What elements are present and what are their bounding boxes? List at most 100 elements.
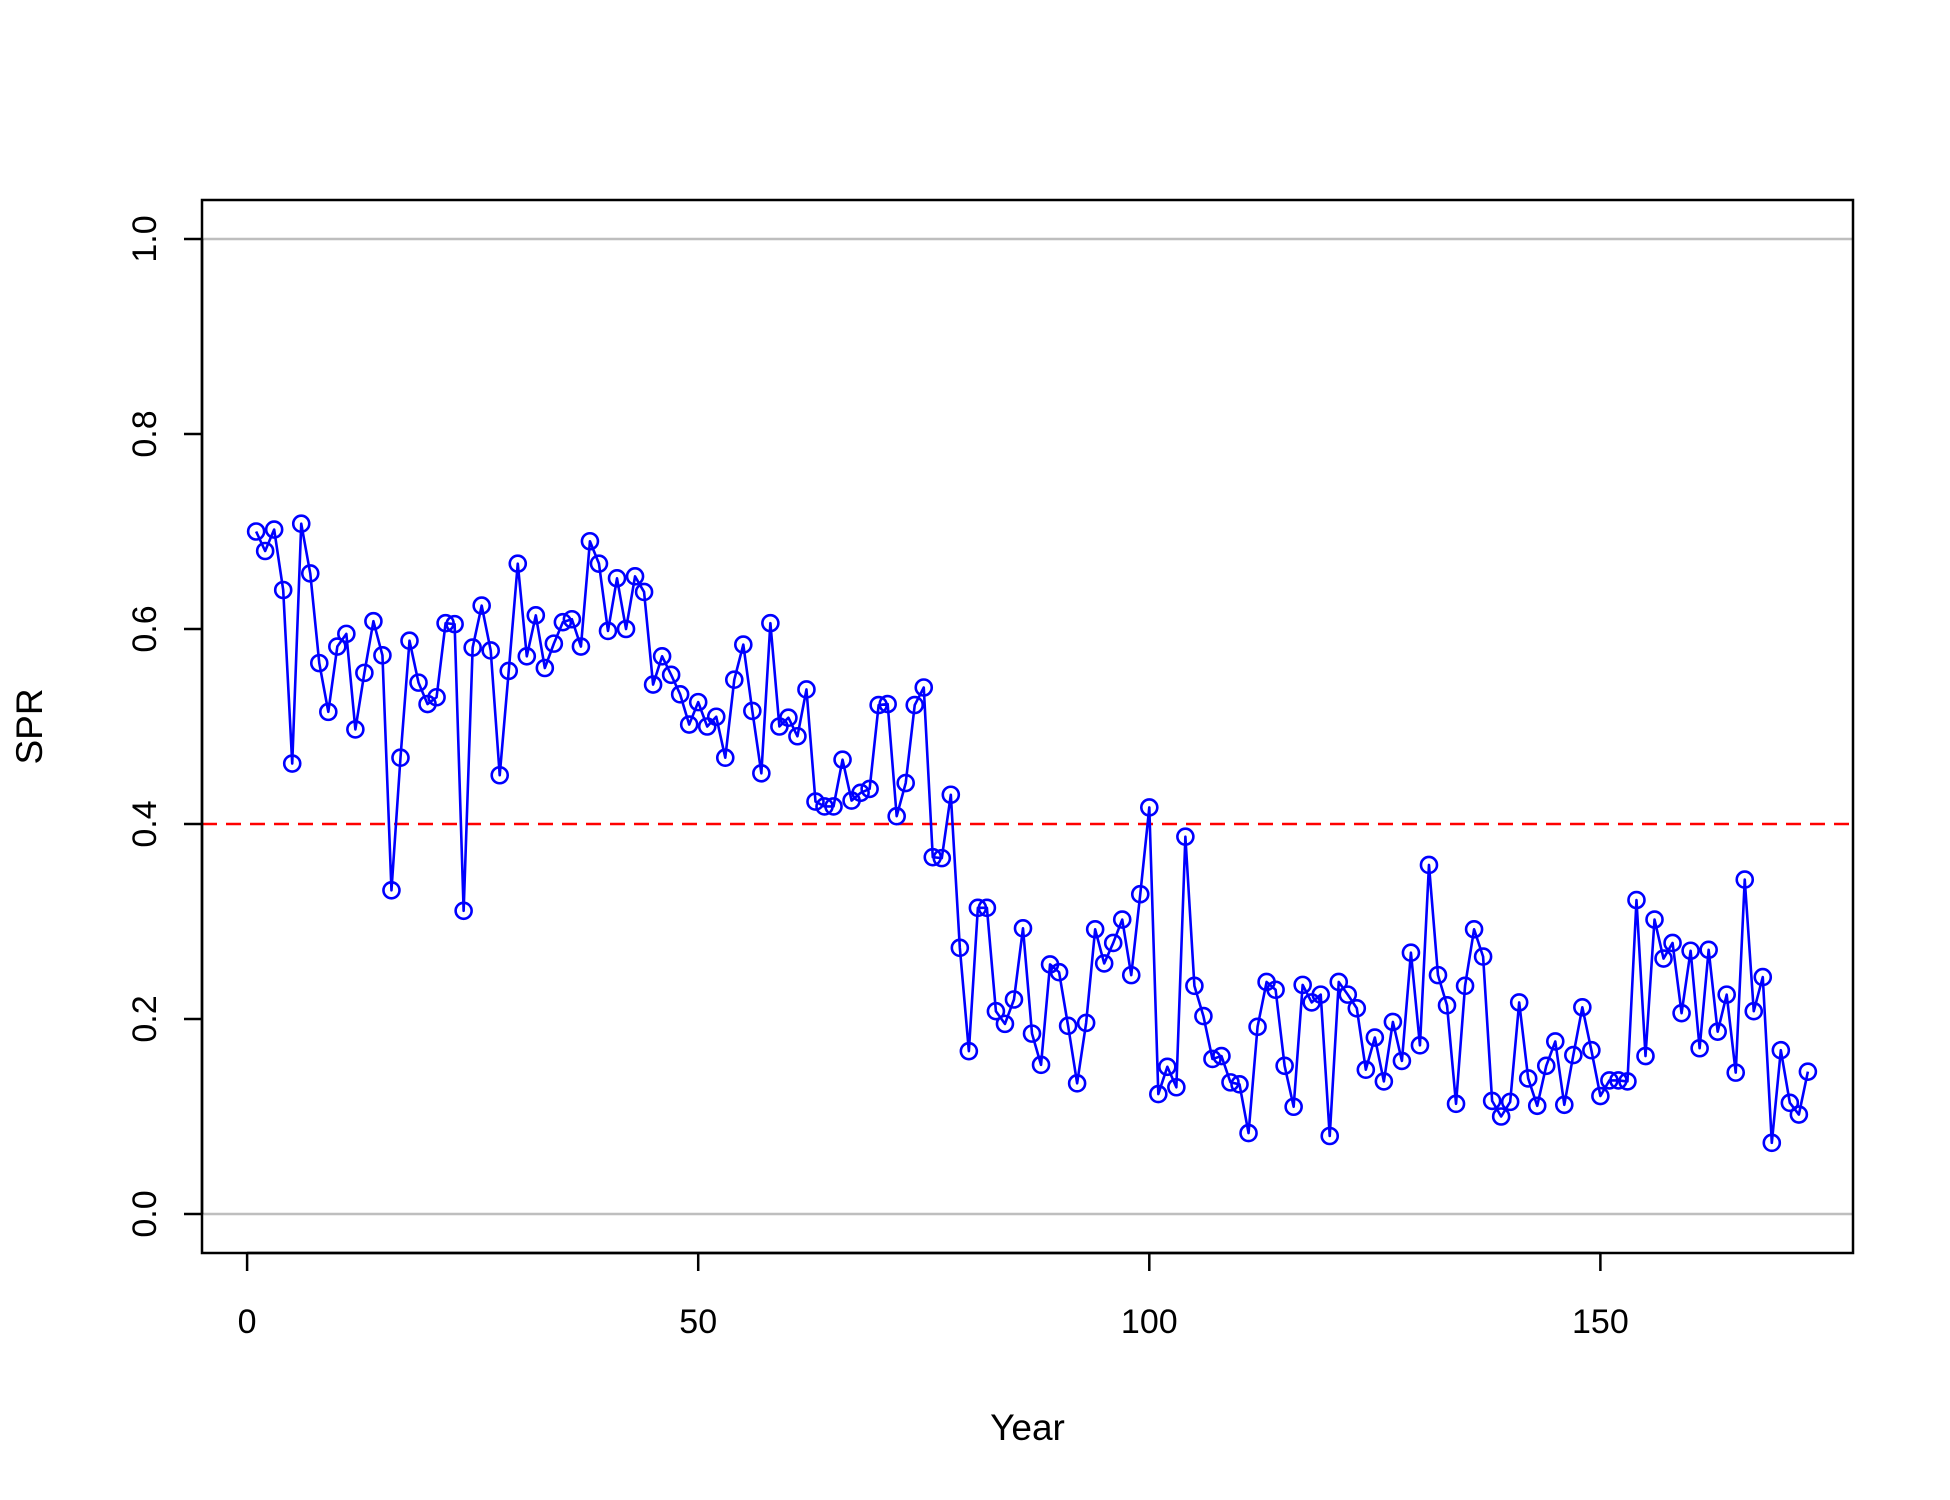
data-point (1149, 1084, 1168, 1104)
data-point (1582, 1040, 1601, 1060)
data-point (869, 695, 888, 715)
data-point (328, 637, 347, 656)
data-point (337, 624, 356, 644)
data-point (427, 687, 446, 707)
data-point (436, 613, 455, 633)
data-point (255, 541, 275, 561)
data-point (634, 582, 654, 602)
data-point (1383, 1012, 1403, 1032)
reference-lines (202, 237, 1853, 1216)
x-tick-label: 150 (1572, 1303, 1629, 1341)
data-point (625, 567, 645, 586)
data-point (1094, 954, 1114, 973)
data-point (968, 898, 988, 918)
data-point (607, 568, 627, 588)
data-point (1338, 985, 1358, 1004)
data-point (1771, 1040, 1791, 1060)
data-point (959, 1041, 979, 1061)
data-point (1320, 1126, 1340, 1146)
data-point (1762, 1133, 1782, 1153)
data-point (616, 619, 636, 639)
data-point (950, 938, 970, 958)
data-point (1365, 1028, 1385, 1047)
data-point (1437, 996, 1457, 1015)
data-point (670, 685, 690, 704)
data-point (1275, 1056, 1294, 1076)
data-point (914, 678, 934, 697)
data-point (824, 797, 843, 816)
data-point (1735, 870, 1755, 889)
data-point (1509, 993, 1529, 1012)
data-point (1311, 985, 1331, 1004)
data-point (1419, 855, 1439, 875)
data-point (1618, 1072, 1637, 1091)
data-point (309, 653, 329, 673)
x-axis-title: Year (990, 1407, 1065, 1448)
data-point (932, 848, 952, 868)
y-axis-title: SPR (9, 688, 50, 764)
data-point (797, 680, 816, 699)
data-point (1103, 933, 1123, 953)
data-point (1446, 1094, 1466, 1114)
data-point (1167, 1077, 1186, 1097)
data-point (1780, 1093, 1800, 1113)
data-point (887, 806, 906, 826)
data-point (1374, 1072, 1394, 1091)
data-point (1663, 933, 1682, 953)
data-point (1013, 919, 1033, 938)
data-point (1681, 941, 1700, 961)
data-point (273, 580, 293, 600)
data-point (1645, 910, 1664, 929)
data-point (941, 785, 961, 805)
data-point (860, 779, 879, 799)
data-point (1221, 1073, 1240, 1092)
data-point (1140, 798, 1159, 817)
data-point (409, 673, 428, 692)
data-point (355, 663, 374, 683)
y-tick-label: 0.0 (126, 1190, 164, 1237)
data-point (1672, 1003, 1691, 1023)
data-point (499, 661, 519, 681)
data-point (1049, 962, 1069, 982)
data-point (535, 658, 555, 678)
data-point (1347, 998, 1367, 1018)
data-point (282, 754, 302, 773)
data-point (1789, 1105, 1809, 1124)
data-point (995, 1014, 1015, 1034)
data-point (806, 792, 825, 811)
data-point (1185, 976, 1204, 996)
data-point (815, 797, 834, 816)
data-point (643, 675, 663, 694)
data-point (1464, 919, 1484, 939)
data-point (715, 748, 735, 768)
data-point (454, 901, 473, 921)
data-point (1473, 947, 1493, 966)
data-point (472, 596, 491, 615)
data-point (1176, 827, 1195, 846)
y-axis: 0.0 0.2 0.4 0.6 0.8 1.0 (126, 215, 204, 1238)
data-point (1266, 980, 1285, 1000)
data-point (752, 763, 771, 783)
data-point (246, 522, 266, 541)
data-point (481, 641, 501, 660)
data-point (1500, 1092, 1520, 1112)
data-point (1545, 1032, 1565, 1051)
data-point (1076, 1013, 1096, 1033)
data-point (1708, 1022, 1727, 1041)
data-point (661, 665, 681, 685)
data-point (1753, 967, 1773, 987)
data-point (1591, 1086, 1610, 1106)
data-point (923, 847, 943, 867)
data-point (544, 634, 564, 653)
data-point (851, 783, 870, 803)
data-point (688, 692, 708, 712)
data-point (1609, 1071, 1628, 1090)
data-point (364, 611, 383, 631)
data-point (788, 726, 807, 746)
data-point (1194, 1006, 1213, 1026)
data-point (463, 638, 482, 657)
data-point (508, 554, 528, 573)
data-point (1699, 940, 1718, 960)
data-point (1203, 1049, 1222, 1069)
